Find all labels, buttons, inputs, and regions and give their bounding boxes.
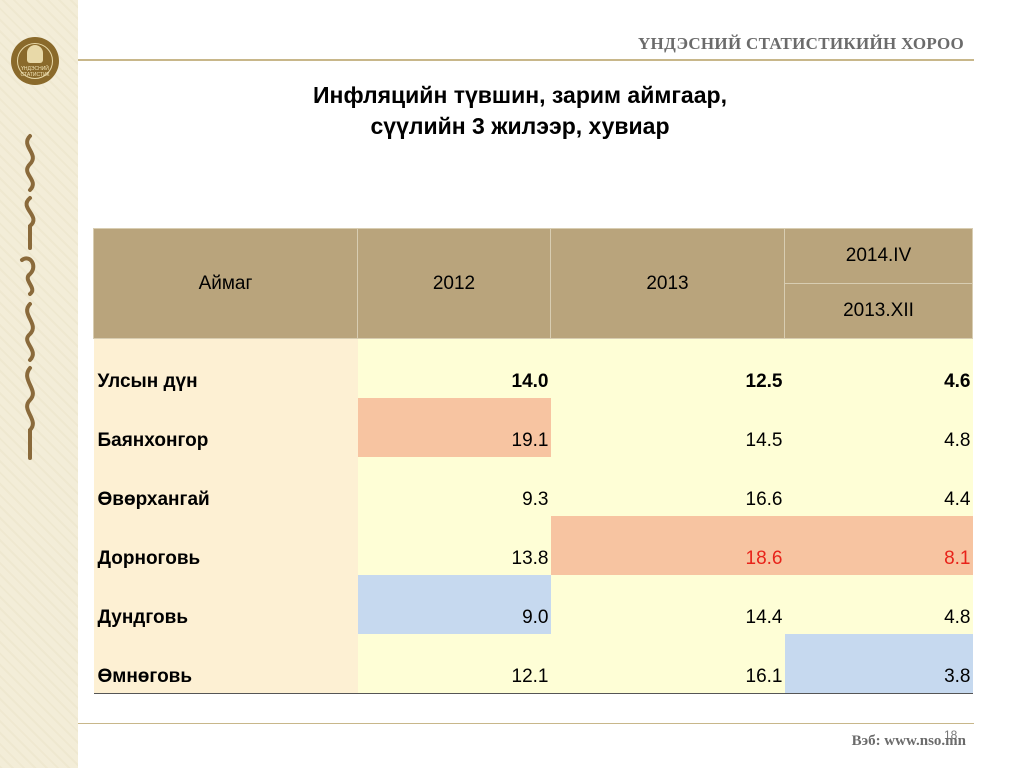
soyombo-icon <box>27 45 43 63</box>
value-2014: 4.8 <box>784 575 973 634</box>
website-link[interactable]: Вэб: www.nso.mn <box>851 733 966 749</box>
value-2014: 4.8 <box>784 398 973 457</box>
value-2014: 4.6 <box>784 338 973 398</box>
value-2014: 8.1 <box>784 516 973 575</box>
slide-title-line-1: Инфляцийн түвшин, зарим аймгаар, <box>313 82 727 108</box>
aimag-name: Баянхонгор <box>93 398 358 457</box>
slide-title: Инфляцийн түвшин, зарим аймгаар, сүүлийн… <box>200 80 840 142</box>
emblem-text: ҮНДЭСНИЙ СТАТИСТИК <box>20 66 50 78</box>
value-2013: 16.1 <box>550 634 785 694</box>
value-2012: 19.1 <box>357 398 551 457</box>
nso-emblem-logo: ҮНДЭСНИЙ СТАТИСТИК <box>11 37 59 85</box>
value-2012: 13.8 <box>357 516 551 575</box>
value-2012: 9.0 <box>357 575 551 634</box>
header-aimag: Аймаг <box>93 228 358 339</box>
value-2013: 14.5 <box>550 398 785 457</box>
value-2012: 12.1 <box>357 634 551 694</box>
header-2013: 2013 <box>550 228 785 339</box>
value-2014: 4.4 <box>784 457 973 516</box>
value-2013: 14.4 <box>550 575 785 634</box>
header-2012: 2012 <box>357 228 551 339</box>
decorative-sidebar: ҮНДЭСНИЙ СТАТИСТИК <box>0 0 78 768</box>
slide-title-line-2: сүүлийн 3 жилээр, хувиар <box>370 113 670 139</box>
table-row: Дундговь 9.0 14.4 4.8 <box>93 575 973 634</box>
table-row: Дорноговь 13.8 18.6 8.1 <box>93 516 973 575</box>
aimag-name: Дундговь <box>93 575 358 634</box>
footer-divider <box>78 723 974 724</box>
value-2012: 14.0 <box>357 338 551 398</box>
aimag-name: Дорноговь <box>93 516 358 575</box>
header-divider <box>78 59 974 61</box>
aimag-name: Өмнөговь <box>93 634 358 694</box>
value-2013: 18.6 <box>550 516 785 575</box>
inflation-table: Аймаг 2012 2013 2014.IV 2013.XII Улсын д… <box>93 228 973 694</box>
table-row: Улсын дүн 14.0 12.5 4.6 <box>93 338 973 398</box>
value-2013: 16.6 <box>550 457 785 516</box>
value-2012: 9.3 <box>357 457 551 516</box>
aimag-name: Улсын дүн <box>93 338 358 398</box>
value-2014: 3.8 <box>784 634 973 694</box>
emblem-ring <box>17 43 53 79</box>
table-row: Өмнөговь 12.1 16.1 3.8 <box>93 634 973 694</box>
page-number: 18 <box>944 728 958 742</box>
mongolian-script-icon <box>20 134 36 460</box>
table-row: Баянхонгор 19.1 14.5 4.8 <box>93 398 973 457</box>
value-2013: 12.5 <box>550 338 785 398</box>
org-name: ҮНДЭСНИЙ СТАТИСТИКИЙН ХОРОО <box>637 34 964 53</box>
header-2014-iv: 2014.IV <box>784 228 973 284</box>
aimag-name: Өвөрхангай <box>93 457 358 516</box>
header-2013-xii: 2013.XII <box>784 283 973 339</box>
table-row: Өвөрхангай 9.3 16.6 4.4 <box>93 457 973 516</box>
